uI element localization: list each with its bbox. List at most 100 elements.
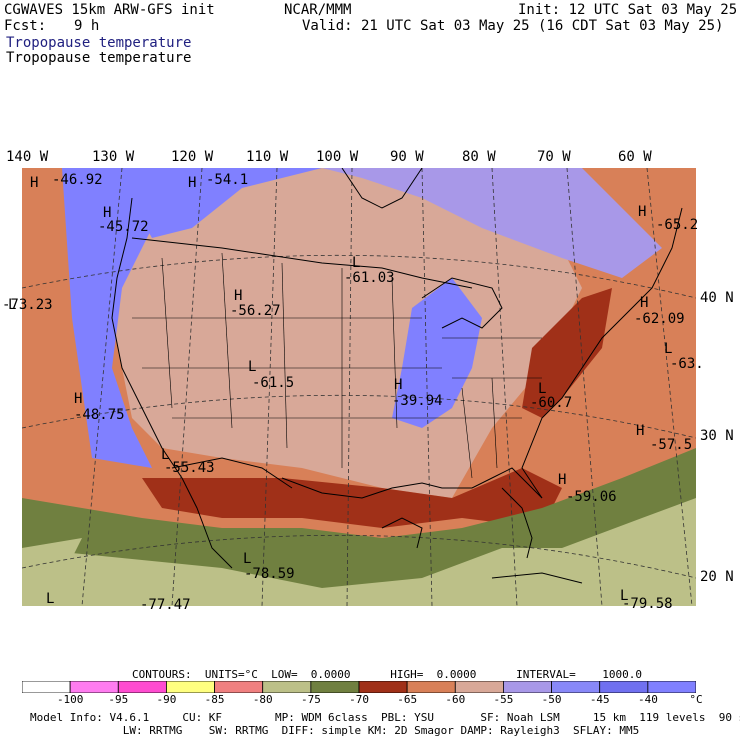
colorbar-swatch	[117, 681, 167, 693]
annotation-marker: L	[248, 359, 257, 375]
field-blue-midwest	[392, 278, 482, 428]
model-title: CGWAVES 15km ARW-GFS init	[4, 2, 215, 18]
annotation-marker: H	[234, 288, 243, 304]
lon-label-60w: 60 W	[618, 149, 652, 165]
colorbar-swatch	[262, 681, 312, 693]
coastline-gulf	[281, 467, 543, 499]
colorbar-label: -60	[445, 693, 466, 706]
colorbar-swatch	[406, 681, 456, 693]
graticule-lon-110w	[261, 168, 278, 606]
colorbar-label: -50	[541, 693, 562, 706]
forecast-value: 9 h	[74, 18, 100, 34]
contour-info: CONTOURS: UNITS=°C LOW= 0.0000 HIGH= 0.0…	[132, 668, 642, 681]
annotation-value: -48.75	[74, 407, 125, 423]
coastline-west	[111, 197, 233, 569]
annotation-marker: L	[352, 255, 361, 271]
annotation-value: -56.27	[230, 303, 281, 319]
colorbar-swatch	[503, 681, 552, 693]
field-title-blue: Tropopause temperature	[6, 35, 192, 51]
annotation-value: -61.5	[252, 375, 295, 391]
annotation-marker: L	[161, 447, 170, 463]
valid-time: Valid: 21 UTC Sat 03 May 25 (16 CDT Sat …	[302, 18, 724, 34]
annotation-value: -78.59	[244, 566, 295, 582]
annotation-value: -60.7	[530, 395, 573, 411]
lon-label-70w: 70 W	[537, 149, 571, 165]
tropopause-temperature-map	[22, 168, 696, 606]
lat-label-20n: 20 N	[700, 569, 734, 585]
state-border-line	[391, 277, 398, 429]
colorbar-swatch	[310, 681, 360, 693]
annotation-marker: H	[30, 175, 39, 191]
colorbar-label: °C	[689, 693, 703, 706]
graticule-lon-100w	[346, 168, 353, 606]
lat-label-30n: 30 N	[700, 428, 734, 444]
annotation-marker: L	[46, 591, 55, 607]
coastline-cuba	[491, 572, 583, 584]
annotation-value: -45.72	[98, 219, 149, 235]
lon-label-130w: 130 W	[92, 149, 135, 165]
annotation-value: -73.23	[2, 297, 53, 313]
annotation-marker: H	[103, 205, 112, 221]
colorbar-swatch	[166, 681, 215, 693]
lon-label-90w: 90 W	[390, 149, 424, 165]
colorbar	[22, 681, 696, 693]
field-pale-olive-west	[22, 538, 82, 588]
annotation-value: -39.94	[392, 393, 443, 409]
annotation-value: -55.43	[164, 460, 215, 476]
annotation-value: -65.2	[656, 217, 699, 233]
border-us-mexico	[171, 457, 293, 489]
field-title-black: Tropopause temperature	[6, 50, 192, 66]
annotation-value: -63.	[670, 356, 704, 372]
annotation-value: -79.58	[622, 596, 673, 612]
annotation-marker: L	[8, 297, 17, 313]
footer-physics-info: LW: RRTMG SW: RRTMG DIFF: simple KM: 2D …	[30, 724, 640, 737]
state-border-line	[461, 387, 473, 479]
annotation-value: -77.47	[140, 597, 191, 613]
colorbar-label: -70	[349, 693, 369, 706]
graticule-lat-40n	[22, 254, 696, 299]
state-border-line	[161, 257, 173, 409]
graticule-lon-130w	[81, 168, 123, 606]
annotation-marker: H	[558, 472, 567, 488]
colorbar-label: -65	[397, 693, 418, 706]
annotation-value: -46.92	[52, 172, 103, 188]
annotation-marker: H	[638, 204, 647, 220]
colorbar-label: -90	[156, 693, 177, 706]
graticule-lon-120w	[171, 168, 203, 606]
state-border-line	[281, 262, 288, 449]
colorbar-swatch	[551, 681, 601, 693]
great-lakes-outline	[421, 277, 503, 329]
org-label: NCAR/MMM	[284, 2, 352, 18]
colorbar-label: -100	[56, 693, 84, 706]
colorbar-swatch	[454, 681, 504, 693]
field-orange-left	[22, 168, 92, 468]
state-border-line	[491, 377, 498, 469]
annotation-marker: H	[394, 377, 403, 393]
hudson-bay-outline	[341, 168, 423, 209]
annotation-marker: H	[640, 295, 649, 311]
lon-label-140w: 140 W	[6, 149, 49, 165]
field-light-salmon	[62, 168, 582, 498]
colorbar-label: -45	[589, 693, 610, 706]
lon-label-100w: 100 W	[316, 149, 359, 165]
colorbar-label: -55	[493, 693, 514, 706]
graticule	[22, 168, 696, 606]
annotation-marker: H	[74, 391, 83, 407]
forecast-label: Fcst:	[4, 18, 47, 34]
annotation-value: -59.06	[566, 489, 617, 505]
field-lavender-north	[322, 168, 662, 278]
annotation-value: -57.5	[650, 437, 693, 453]
coastlines	[111, 168, 683, 584]
field-dark-red-east	[522, 288, 612, 418]
coastline-florida	[501, 487, 533, 559]
annotation-marker: L	[243, 551, 252, 567]
colorbar-label: -80	[252, 693, 273, 706]
lon-label-110w: 110 W	[246, 149, 289, 165]
colorbar-swatch	[69, 681, 119, 693]
annotation-value: -62.09	[634, 311, 685, 327]
graticule-lon-90w	[421, 168, 433, 606]
annotation-marker: L	[620, 588, 629, 604]
annotation-marker: H	[636, 423, 645, 439]
field-pale-olive	[22, 498, 696, 606]
colorbar-label: -40	[637, 693, 658, 706]
